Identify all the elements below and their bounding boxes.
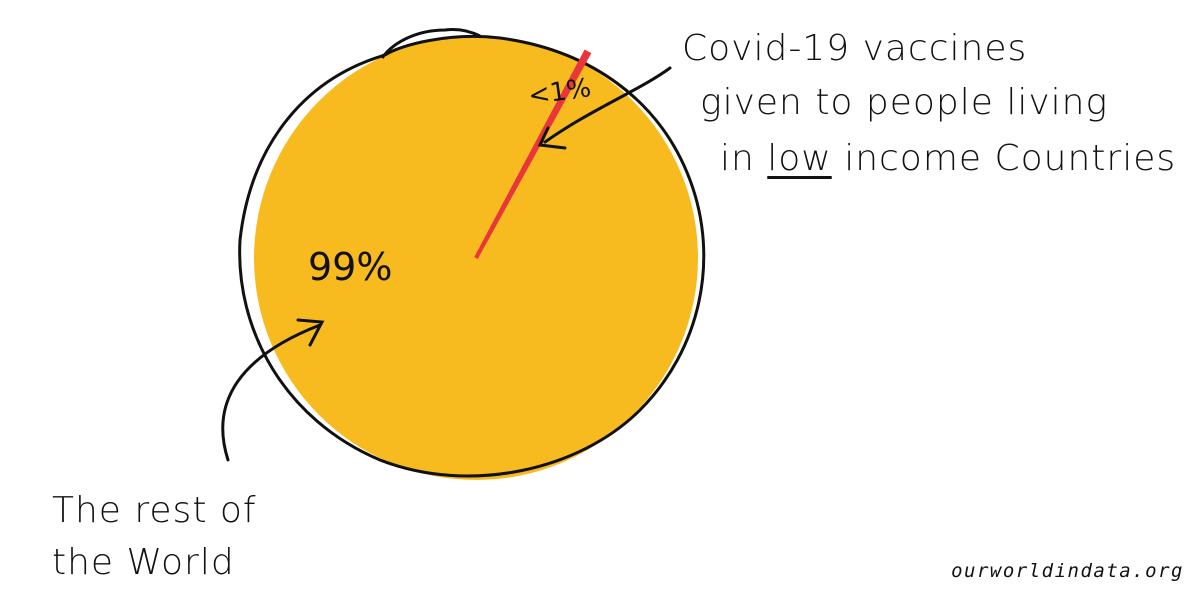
arrow-to-small-slice — [537, 66, 672, 150]
arrow-to-large-slice — [221, 318, 325, 462]
annotation-large-slice-line1: The rest of — [52, 490, 257, 531]
source-credit: ourworldindata.org — [951, 560, 1184, 582]
annotation-small-slice-line3: in low income Countries — [720, 138, 1176, 179]
annotation-small-slice-line1: Covid-19 vaccines — [682, 28, 1028, 69]
annotation-line3-pre: in — [720, 138, 768, 179]
pie-outline-top-stroke — [380, 28, 481, 59]
annotation-line3-post: income Countries — [831, 138, 1177, 179]
pie-slice-low-income-wedge — [474, 49, 592, 259]
pie-outline — [238, 34, 706, 478]
slice-value-label-rest: 99% — [308, 245, 392, 289]
pie-slice-low-income-countries — [474, 49, 592, 259]
annotation-large-slice-line2: the World — [52, 542, 235, 583]
annotation-small-slice-line2: given to people living — [700, 82, 1109, 123]
annotation-line3-low: low — [767, 138, 832, 179]
